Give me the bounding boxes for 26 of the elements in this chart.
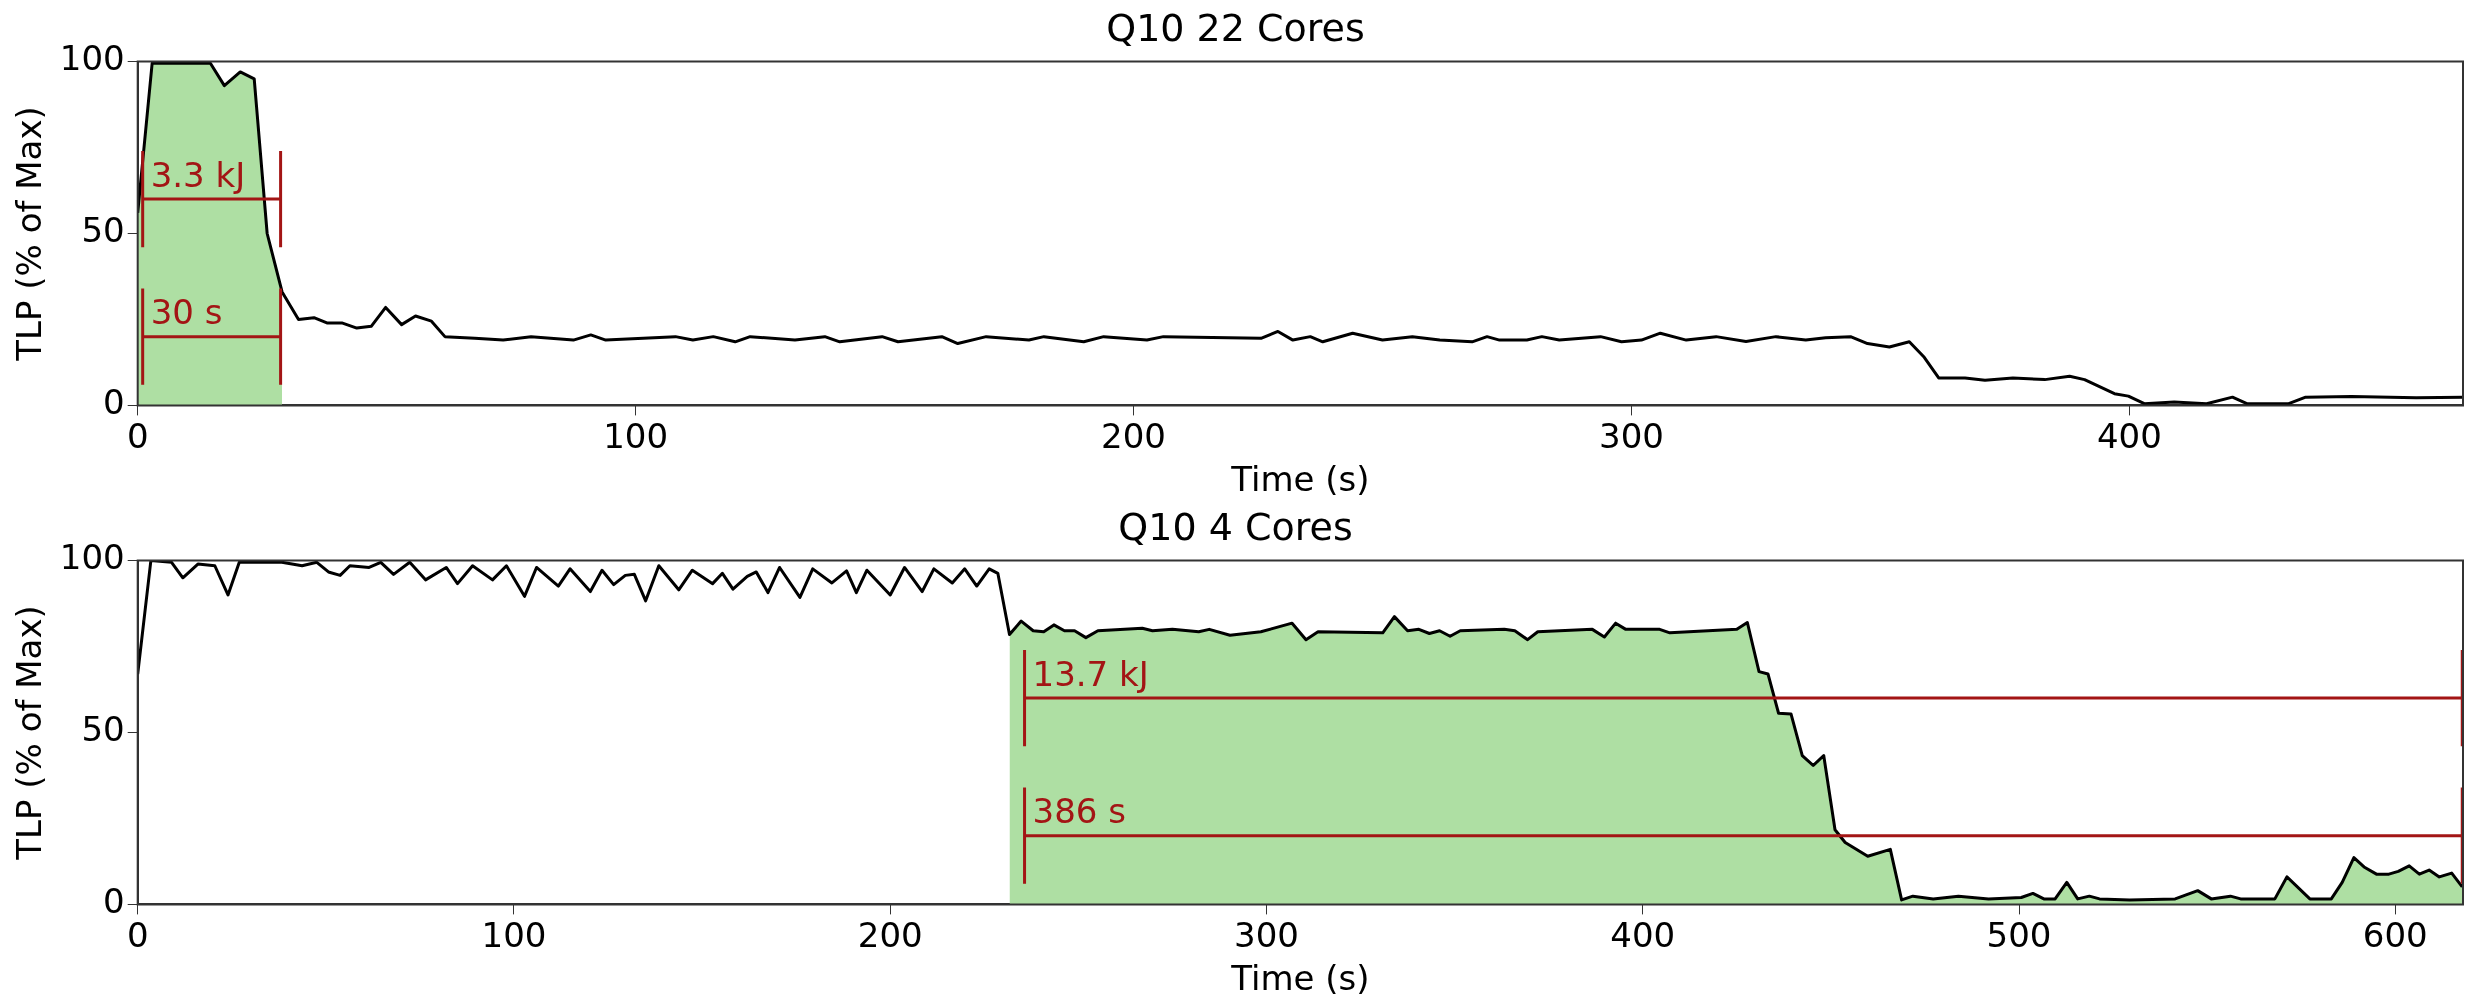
y-axis-title: TLP (% of Max) <box>9 106 50 362</box>
x-tick-label: 400 <box>1610 914 1676 955</box>
x-axis-title: Time (s) <box>1230 459 1370 500</box>
y-tick-label: 100 <box>59 38 125 79</box>
annotation: 13.7 kJ <box>1032 653 1149 694</box>
y-tick-label: 0 <box>103 382 125 423</box>
y-tick-label: 0 <box>103 881 125 922</box>
x-tick-label: 600 <box>2362 914 2428 955</box>
x-tick-label: 500 <box>1986 914 2052 955</box>
chart-title: Q10 22 Cores <box>1106 5 1365 50</box>
x-tick-label: 300 <box>1599 415 1664 456</box>
x-tick-label: 200 <box>1101 415 1166 456</box>
x-tick-label: 300 <box>1234 914 1299 955</box>
x-tick-label: 100 <box>603 415 669 456</box>
x-tick-label: 200 <box>857 914 923 955</box>
annotation: 30 s <box>150 292 223 333</box>
annotation: 386 s <box>1032 791 1126 832</box>
y-tick-label: 100 <box>59 537 125 578</box>
y-tick-label: 50 <box>81 709 125 750</box>
x-tick-label: 100 <box>481 914 547 955</box>
x-axis-title: Time (s) <box>1230 958 1370 999</box>
chart-title: Q10 4 Cores <box>1118 504 1353 549</box>
y-axis-title: TLP (% of Max) <box>9 605 50 861</box>
x-tick-label: 400 <box>2096 415 2162 456</box>
annotation: 3.3 kJ <box>150 154 246 195</box>
y-tick-label: 50 <box>81 210 125 251</box>
